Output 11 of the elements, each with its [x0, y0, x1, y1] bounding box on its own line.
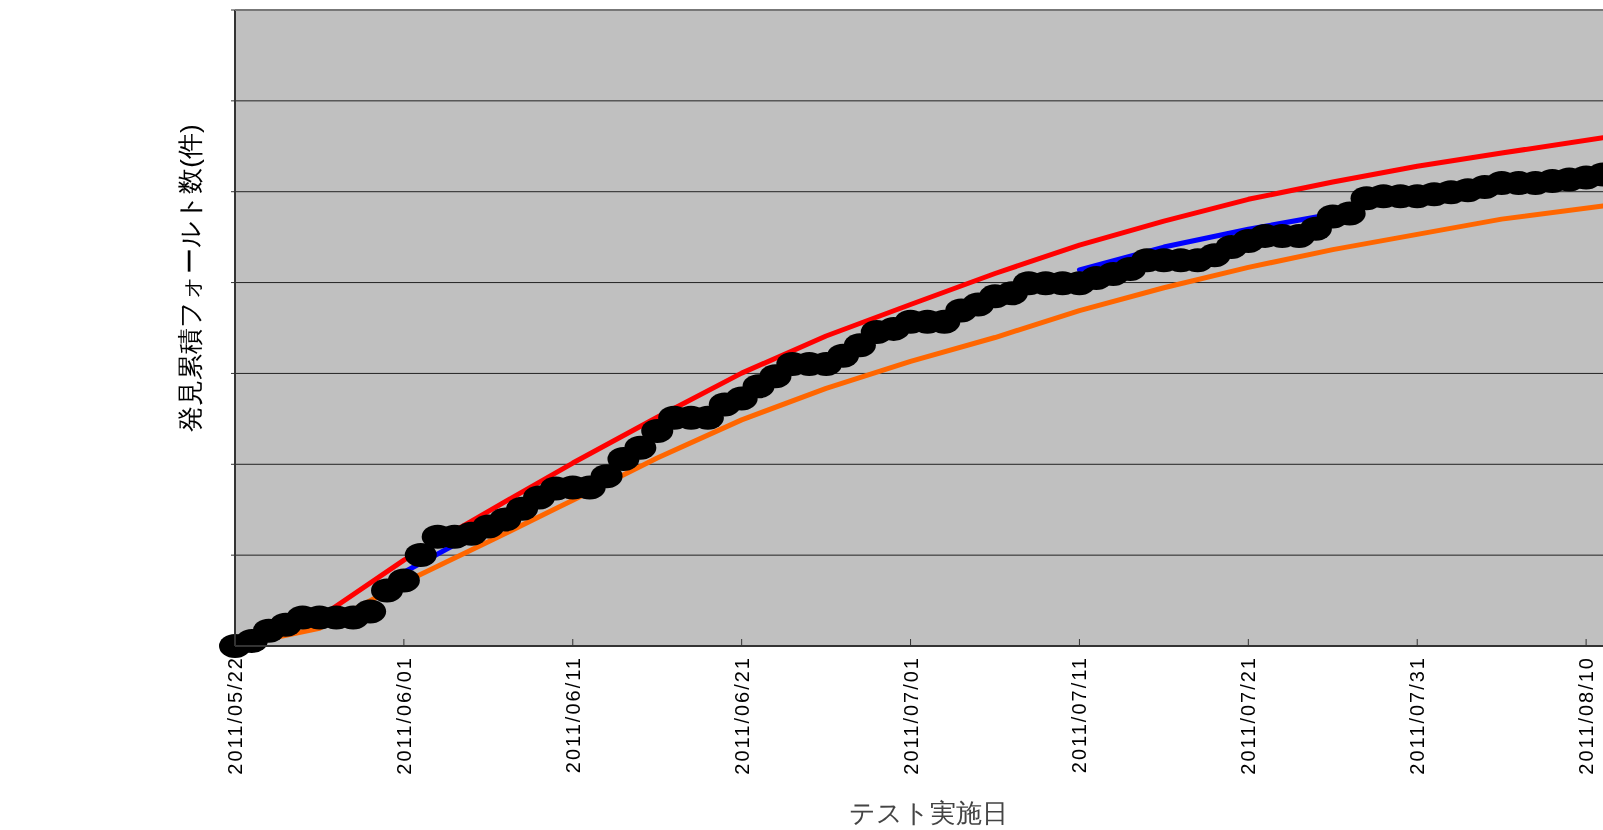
x-axis-title: テスト実施日 [848, 798, 1008, 828]
x-tick-label: 2011/06/11 [561, 656, 584, 774]
x-tick-label: 2011/06/01 [392, 656, 415, 775]
x-tick-label: 2011/08/10 [1575, 656, 1598, 775]
x-tick-label: 2011/07/11 [1068, 656, 1091, 774]
y-axis-title: 発見累積フォールト数(件) [175, 124, 205, 432]
x-tick-label: 2011/07/01 [899, 656, 922, 775]
x-tick-label: 2011/07/21 [1237, 656, 1260, 775]
x-tick-label: 2011/07/31 [1406, 656, 1429, 775]
x-tick-label: 2011/06/21 [730, 656, 753, 775]
x-tick-label: 2011/05/22 [224, 656, 246, 775]
